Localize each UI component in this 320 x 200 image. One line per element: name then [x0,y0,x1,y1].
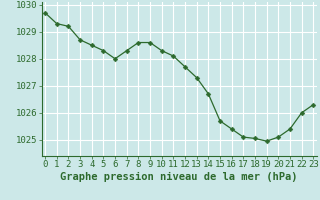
X-axis label: Graphe pression niveau de la mer (hPa): Graphe pression niveau de la mer (hPa) [60,172,298,182]
